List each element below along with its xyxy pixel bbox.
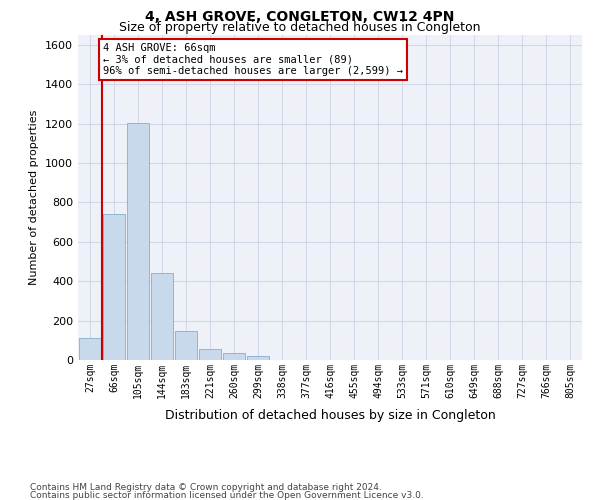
Bar	[223, 353, 245, 360]
Bar	[247, 356, 269, 360]
Bar	[199, 348, 221, 360]
Text: 4 ASH GROVE: 66sqm
← 3% of detached houses are smaller (89)
96% of semi-detached: 4 ASH GROVE: 66sqm ← 3% of detached hous…	[103, 43, 403, 76]
Bar	[103, 214, 125, 360]
Y-axis label: Number of detached properties: Number of detached properties	[29, 110, 40, 285]
Bar	[127, 122, 149, 360]
Bar	[151, 274, 173, 360]
X-axis label: Distribution of detached houses by size in Congleton: Distribution of detached houses by size …	[164, 409, 496, 422]
Bar	[175, 332, 197, 360]
Bar	[79, 338, 101, 360]
Text: Contains HM Land Registry data © Crown copyright and database right 2024.: Contains HM Land Registry data © Crown c…	[30, 482, 382, 492]
Text: 4, ASH GROVE, CONGLETON, CW12 4PN: 4, ASH GROVE, CONGLETON, CW12 4PN	[145, 10, 455, 24]
Text: Contains public sector information licensed under the Open Government Licence v3: Contains public sector information licen…	[30, 491, 424, 500]
Text: Size of property relative to detached houses in Congleton: Size of property relative to detached ho…	[119, 21, 481, 34]
